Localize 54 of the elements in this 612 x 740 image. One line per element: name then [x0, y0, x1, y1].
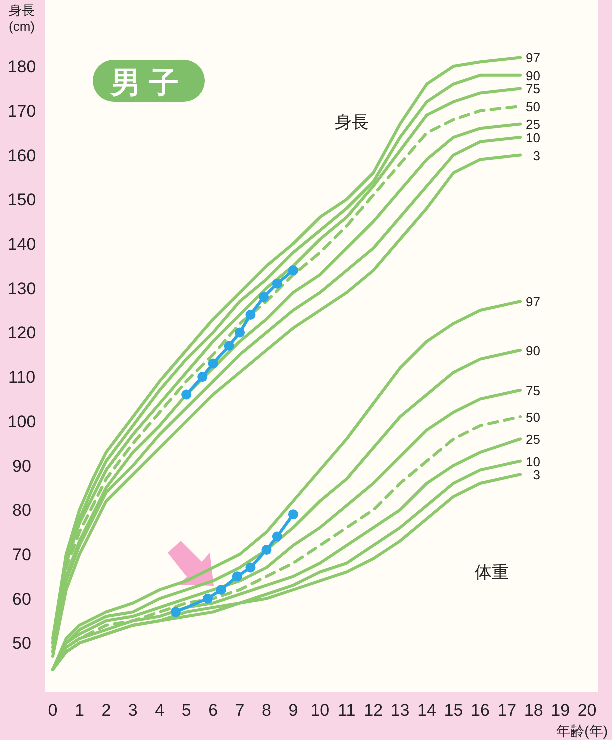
- series-label: 10: [526, 454, 541, 470]
- y-tick-label: 60: [12, 590, 32, 609]
- x-tick-label: 20: [578, 701, 597, 720]
- y-tick-label: 140: [8, 234, 36, 254]
- y-tick-label: 160: [8, 146, 36, 166]
- y-tick-label: 110: [8, 368, 36, 388]
- x-tick-label: 0: [48, 701, 58, 720]
- x-tick-label: 10: [310, 701, 330, 720]
- x-tick-label: 9: [288, 701, 298, 720]
- y-tick-label: 90: [12, 456, 32, 476]
- x-tick-label: 2: [102, 701, 112, 720]
- series-label: 97: [526, 50, 541, 66]
- series-label: 50: [526, 99, 541, 114]
- annotation: 体重: [475, 563, 509, 582]
- x-tick-label: 18: [524, 701, 544, 720]
- annotation: 身長: [335, 113, 369, 132]
- series-label: 90: [526, 68, 541, 84]
- x-tick-label: 13: [390, 701, 410, 720]
- x-tick-label: 8: [262, 701, 272, 720]
- series-label: 25: [526, 117, 541, 132]
- y-tick-label: 180: [8, 58, 36, 77]
- series-label: 75: [526, 82, 541, 97]
- x-axis-title: 年齢(年): [556, 723, 608, 739]
- x-tick-label: 6: [208, 701, 218, 720]
- x-tick-label: 12: [364, 701, 384, 720]
- y-tick-label: 100: [8, 412, 36, 432]
- series-label: 50: [526, 410, 541, 425]
- x-tick-label: 14: [418, 701, 436, 720]
- series-label: 90: [526, 343, 541, 358]
- y-tick-label: 170: [8, 102, 36, 121]
- y-tick-label: 120: [8, 324, 36, 343]
- series-label: 75: [526, 383, 541, 398]
- x-tick-label: 5: [182, 701, 192, 720]
- y-tick-label: 130: [8, 279, 36, 298]
- series-label: 3: [533, 148, 541, 164]
- x-tick-label: 16: [470, 701, 490, 720]
- x-tick-label: 1: [74, 701, 84, 720]
- x-tick-label: 17: [498, 701, 517, 720]
- y-tick-label: 70: [12, 545, 32, 564]
- series-label: 97: [526, 294, 541, 310]
- series-label: 10: [526, 130, 541, 146]
- x-tick-label: 3: [128, 701, 138, 720]
- y-tick-label: 150: [8, 190, 36, 210]
- x-tick-label: 11: [338, 701, 356, 720]
- y-axis-title: 身長 (cm): [9, 3, 35, 34]
- x-tick-label: 15: [444, 701, 464, 720]
- x-tick-label: 4: [155, 701, 165, 720]
- text: 男子: [110, 67, 187, 100]
- y-tick-label: 80: [12, 501, 32, 520]
- x-tick-label: 19: [551, 701, 570, 720]
- series-label: 25: [526, 432, 541, 448]
- x-tick-label: 7: [235, 701, 245, 720]
- y-tick-label: 50: [12, 634, 32, 654]
- series-label: 3: [533, 468, 541, 483]
